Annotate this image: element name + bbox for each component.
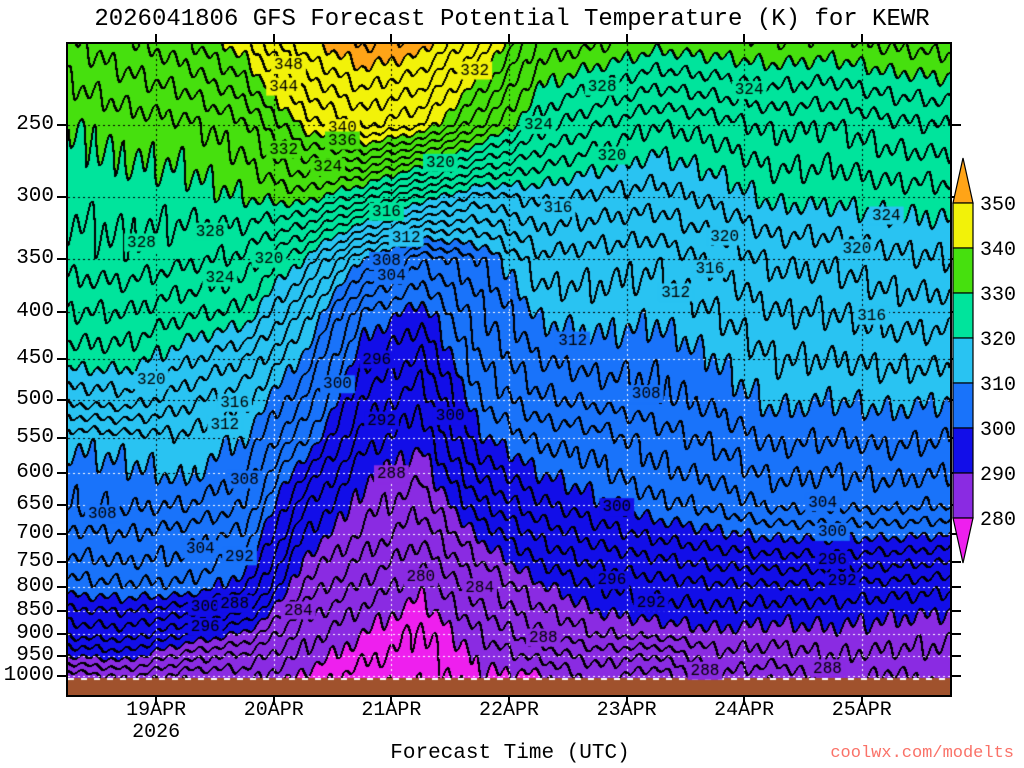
y-axis-tick-label: 400 (16, 299, 54, 323)
x-tick-mark-top (390, 34, 393, 42)
x-axis-title: Forecast Time (UTC) (390, 742, 630, 765)
y-tick-mark-left (57, 399, 66, 402)
y-tick-mark-left (57, 654, 66, 657)
y-tick-mark-left (57, 471, 66, 474)
y-tick-mark-left (57, 586, 66, 589)
y-tick-mark-right (952, 674, 961, 677)
colorbar-band (952, 472, 974, 519)
x-axis-tick-label: 21APR (361, 699, 422, 722)
y-axis-tick-label: 950 (16, 643, 54, 667)
plot-area (66, 42, 952, 697)
x-tick-mark-bottom (625, 697, 628, 705)
y-axis-tick-label: 600 (16, 460, 54, 484)
y-tick-mark-right (952, 610, 961, 613)
y-axis-tick-label: 900 (16, 622, 54, 646)
x-tick-mark-top (155, 34, 158, 42)
colorbar-band (952, 202, 974, 249)
y-tick-mark-left (57, 533, 66, 536)
y-axis-tick-label: 450 (16, 346, 54, 370)
y-tick-mark-left (57, 123, 66, 126)
colorbar-band (952, 292, 974, 339)
x-tick-mark-top (625, 34, 628, 42)
y-tick-mark-left (57, 633, 66, 636)
x-tick-mark-bottom (390, 697, 393, 705)
x-tick-mark-bottom (743, 697, 746, 705)
y-tick-mark-left (57, 257, 66, 260)
y-tick-mark-left (57, 503, 66, 506)
x-tick-mark-bottom (272, 697, 275, 705)
colorbar-tick-label: 300 (980, 419, 1016, 442)
colorbar-tick-label: 280 (980, 509, 1016, 532)
colorbar-band (952, 337, 974, 384)
y-tick-mark-left (57, 674, 66, 677)
y-axis-tick-label: 850 (16, 599, 54, 623)
y-tick-mark-right (952, 586, 961, 589)
colorbar-tick-label: 340 (980, 239, 1016, 262)
y-tick-mark-left (57, 196, 66, 199)
y-axis-tick-label: 250 (16, 112, 54, 136)
y-tick-mark-left (57, 310, 66, 313)
y-axis-tick-label: 750 (16, 549, 54, 573)
x-axis-tick-label: 20APR (243, 699, 304, 722)
x-tick-mark-bottom (508, 697, 510, 705)
colorbar-band (952, 382, 974, 429)
x-axis-tick-label: 23APR (596, 699, 657, 722)
y-axis-tick-label: 800 (16, 575, 54, 599)
y-tick-mark-right (952, 654, 961, 657)
y-axis-tick-label: 300 (16, 185, 54, 209)
y-axis-tick-label: 350 (16, 246, 54, 270)
y-axis-tick-label: 550 (16, 426, 54, 450)
x-axis-tick-label: 19APR (126, 699, 187, 722)
x-tick-mark-top (860, 34, 863, 42)
colorbar-band (952, 427, 974, 474)
x-tick-mark-bottom (155, 697, 158, 705)
y-tick-mark-left (57, 610, 66, 613)
y-tick-mark-right (952, 123, 961, 126)
x-axis-year-label: 2026 (132, 721, 181, 744)
x-axis-tick-label: 22APR (478, 699, 539, 722)
colorbar-extend-below (952, 517, 974, 564)
colorbar-band (952, 247, 974, 294)
y-tick-mark-left (57, 437, 66, 440)
y-tick-mark-right (952, 633, 961, 636)
y-axis-tick-label: 1000 (3, 663, 54, 687)
colorbar-tick-label: 290 (980, 464, 1016, 487)
watermark-link[interactable]: coolwx.com/modelts (830, 744, 1014, 763)
theta-contour-canvas (68, 44, 950, 695)
colorbar-extend-above (952, 157, 974, 204)
chart-title: 2026041806 GFS Forecast Potential Temper… (94, 6, 930, 33)
y-axis-tick-label: 700 (16, 522, 54, 546)
x-tick-mark-top (508, 34, 510, 42)
colorbar: 350 340 330 320 310 300 290 280 (952, 157, 1016, 564)
x-tick-mark-bottom (860, 697, 863, 705)
x-axis-tick-label: 25APR (831, 699, 892, 722)
x-axis-tick-label: 24APR (714, 699, 775, 722)
y-tick-mark-left (57, 560, 66, 563)
y-tick-mark-left (57, 357, 66, 360)
y-tick-mark-right (952, 560, 961, 563)
x-tick-mark-top (272, 34, 275, 42)
y-axis-tick-label: 650 (16, 492, 54, 516)
colorbar-tick-label: 350 (980, 194, 1016, 217)
colorbar-tick-label: 320 (980, 329, 1016, 352)
x-tick-mark-top (743, 34, 746, 42)
colorbar-tick-label: 310 (980, 374, 1016, 397)
colorbar-tick-label: 330 (980, 284, 1016, 307)
y-axis-tick-label: 500 (16, 388, 54, 412)
